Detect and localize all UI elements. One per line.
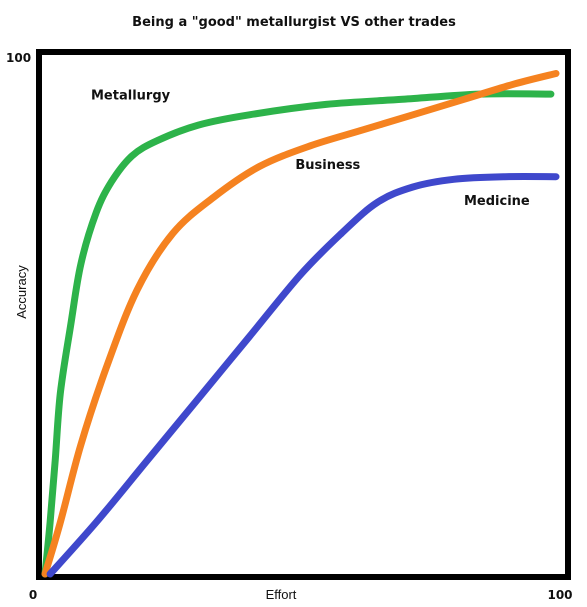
series-label-metallurgy: Metallurgy [91,88,171,103]
x-tick-label-max: 100 [547,588,572,602]
x-tick-label-min: 0 [29,588,37,602]
chart-title: Being a "good" metallurgist VS other tra… [132,15,456,30]
series-layer [41,70,560,578]
x-axis-label: Effort [266,587,297,602]
series-line-medicine [46,173,560,578]
series-label-business: Business [295,158,360,173]
y-axis-label: Accuracy [14,265,29,319]
series-line-business [41,70,560,578]
y-tick-label-max: 100 [6,51,31,65]
series-label-medicine: Medicine [464,194,530,209]
series-line-metallurgy [41,90,555,578]
annotation-layer: Metallurgy Business Medicine [91,88,530,209]
